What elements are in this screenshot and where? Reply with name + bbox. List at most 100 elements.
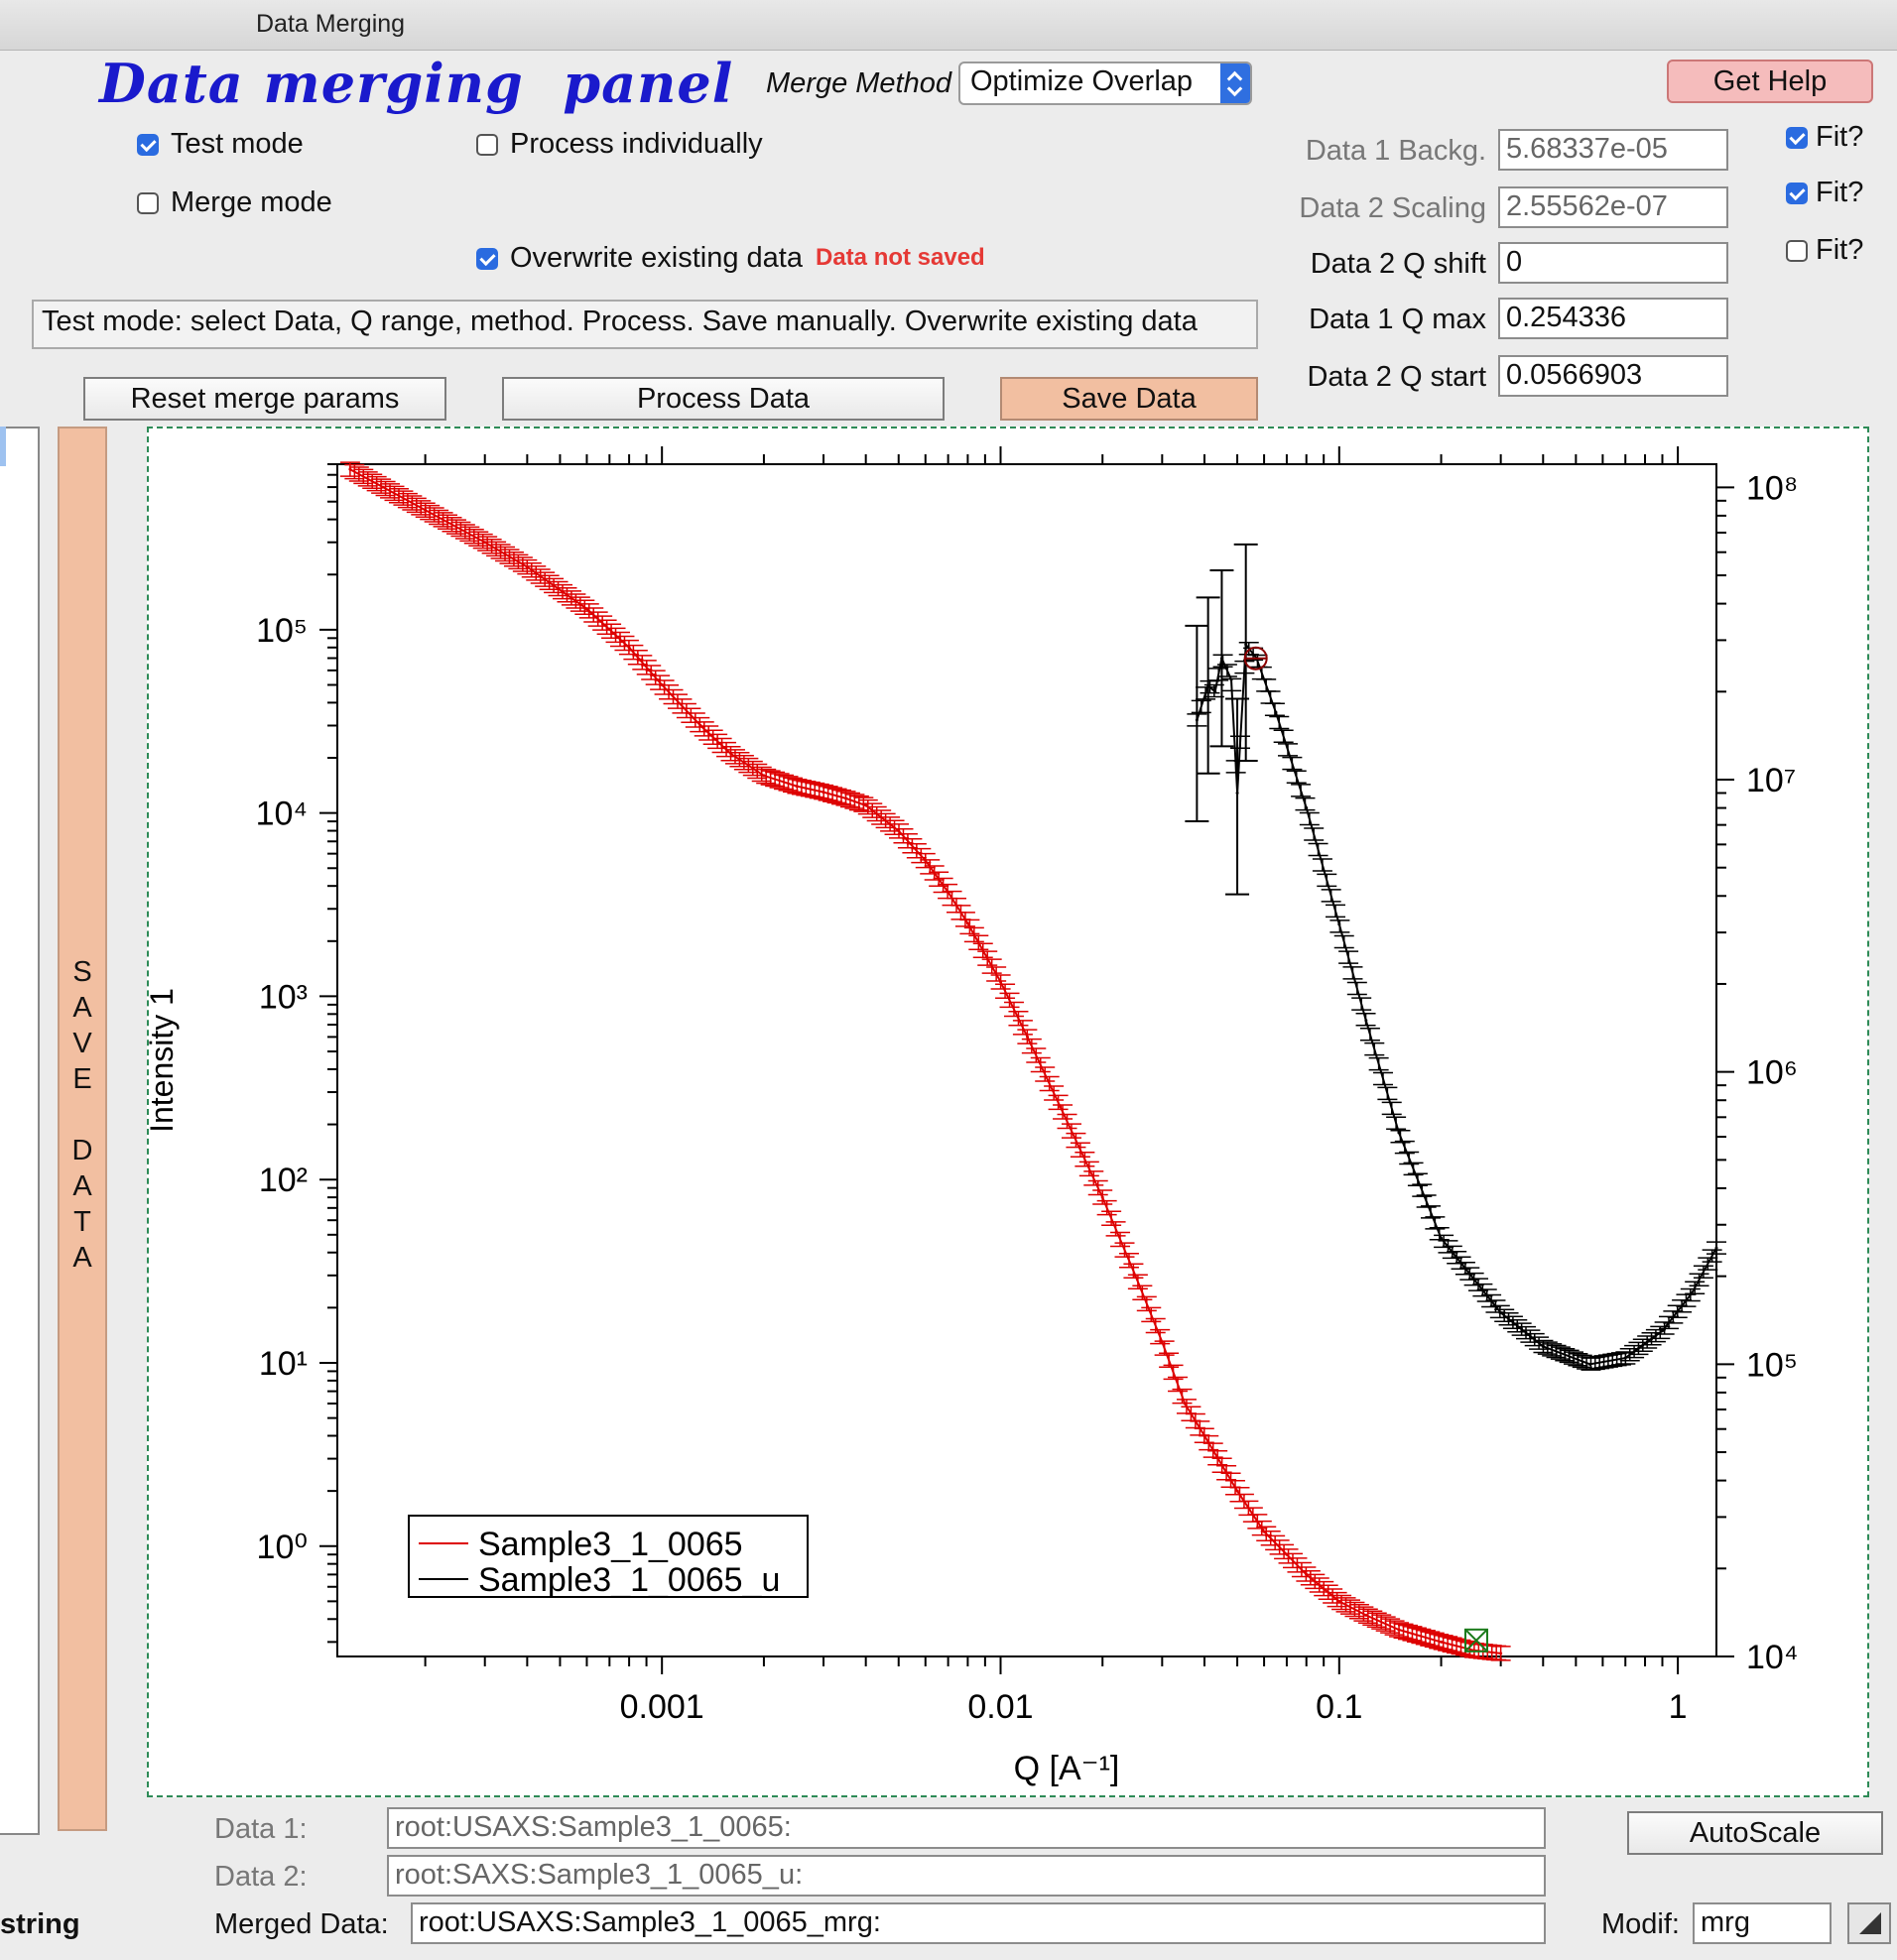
data-point	[1714, 1246, 1718, 1250]
status-message: Test mode: select Data, Q range, method.…	[32, 300, 1258, 349]
data-point	[1364, 1613, 1368, 1617]
data-point	[1499, 1310, 1503, 1314]
data-point	[1305, 1572, 1309, 1576]
data1-backg-label: Data 1 Backg.	[1305, 135, 1486, 167]
data-list-panel[interactable]	[0, 427, 40, 1835]
autoscale-button[interactable]: AutoScale	[1627, 1811, 1883, 1855]
data-point	[897, 829, 901, 833]
window-title: Data Merging	[256, 10, 406, 38]
data-point	[348, 467, 352, 471]
data-point	[584, 607, 588, 611]
save-side-letter: T	[73, 1206, 91, 1238]
y-left-tick-label: 10⁰	[257, 1529, 308, 1566]
data-point	[1059, 1105, 1063, 1109]
merged-data-field[interactable]: root:USAXS:Sample3_1_0065_mrg:	[411, 1902, 1546, 1944]
y-left-tick-label: 10⁵	[256, 612, 308, 650]
data1-backg-field[interactable]: 5.68337e-05	[1498, 129, 1728, 171]
merge-mode-label: Merge mode	[171, 186, 332, 218]
data-point	[1160, 1340, 1164, 1344]
data-point	[1587, 1362, 1591, 1366]
data2-qshift-field[interactable]: 0	[1498, 242, 1728, 284]
y-left-tick-label: 10¹	[259, 1345, 308, 1383]
data-point	[947, 890, 950, 894]
y-right-tick-label: 10⁸	[1746, 469, 1798, 507]
x-tick-label: 0.1	[1316, 1688, 1362, 1726]
data-point	[1660, 1329, 1664, 1333]
save-data-button[interactable]: Save Data	[1000, 377, 1258, 421]
merged-data-label: Merged Data:	[214, 1908, 389, 1940]
series-2	[1187, 641, 1726, 1371]
series-line	[349, 468, 1501, 1654]
data-point	[1026, 1035, 1030, 1039]
data-point	[822, 791, 825, 795]
data-point	[1440, 1640, 1444, 1644]
checkbox-checked-icon	[476, 248, 498, 270]
legend-box	[408, 1515, 809, 1598]
y-left-tick-label: 10⁴	[256, 796, 308, 833]
data-point	[1285, 1552, 1289, 1556]
y-right-tick-label: 10⁵	[1746, 1346, 1798, 1384]
plot-frame	[336, 463, 1717, 1657]
data-point	[1229, 677, 1233, 681]
data2-path-field[interactable]: root:SAXS:Sample3_1_0065_u:	[387, 1855, 1546, 1897]
modif-field[interactable]: mrg	[1693, 1902, 1832, 1944]
data1-qmax-field[interactable]: 0.254336	[1498, 298, 1728, 339]
x-axis-label: Q [A⁻¹]	[1014, 1750, 1120, 1787]
cursor-b-marker	[1463, 1628, 1488, 1653]
y-right-tick-label: 10⁷	[1746, 762, 1796, 799]
data1-label: Data 1:	[214, 1813, 308, 1845]
y-right-tick-label: 10⁶	[1746, 1054, 1798, 1092]
cursor-b-cross	[1464, 1629, 1488, 1653]
data-point	[483, 541, 487, 545]
merge-method-select[interactable]: Optimize Overlap	[958, 61, 1252, 105]
data-point	[762, 774, 766, 778]
get-help-button[interactable]: Get Help	[1667, 60, 1873, 103]
data2-label: Data 2:	[214, 1861, 308, 1893]
data-point	[1202, 1434, 1206, 1438]
data2-qstart-label: Data 2 Q start	[1307, 361, 1486, 393]
graph-area[interactable]: 0.001 0.01 0.1 1 10⁰ 10¹ 10² 10³ 10⁴ 10⁵ 10⁴ 10⁵ 10⁶…	[144, 427, 1869, 1797]
x-tick-label: 0.001	[620, 1688, 704, 1726]
save-side-letter	[60, 1097, 105, 1133]
data-point	[627, 646, 631, 650]
data-point	[1100, 1195, 1104, 1199]
data-point	[1499, 1652, 1503, 1655]
data-point	[1623, 1356, 1627, 1360]
data-point	[729, 752, 733, 756]
data-point	[1397, 1131, 1401, 1135]
legend-label: Sample3_1_0065	[478, 1526, 743, 1563]
left-panel-text-fragment: string	[0, 1908, 80, 1940]
data2-scaling-label: Data 2 Scaling	[1299, 192, 1486, 224]
data-point	[698, 723, 702, 727]
overwrite-label: Overwrite existing data	[510, 242, 803, 274]
data-point	[795, 785, 799, 789]
data-point	[1541, 1344, 1545, 1348]
data1-path-field[interactable]: root:USAXS:Sample3_1_0065:	[387, 1807, 1546, 1849]
save-side-letter: D	[71, 1135, 93, 1166]
process-individually-label: Process individually	[510, 128, 763, 160]
checkbox-unchecked-icon	[137, 192, 159, 214]
data2-scaling-field[interactable]: 2.55562e-07	[1498, 186, 1728, 228]
data-point	[864, 803, 868, 807]
panel-heading: Data merging panel	[99, 52, 734, 115]
data-point	[998, 980, 1002, 984]
save-side-letter: V	[72, 1028, 92, 1059]
data2-qstart-field[interactable]: 0.0566903	[1498, 355, 1728, 397]
data-point	[1364, 1019, 1368, 1023]
data-point	[1690, 1291, 1694, 1295]
reset-merge-params-button[interactable]: Reset merge params	[83, 377, 446, 421]
y-axis-label: Intensity 1	[149, 988, 180, 1133]
save-side-letter: A	[72, 1242, 92, 1274]
window-title-bar: Data Merging	[0, 0, 1897, 51]
data-point	[1305, 806, 1309, 810]
save-side-letter: A	[72, 992, 92, 1024]
data-point	[1274, 710, 1278, 714]
data-point	[1337, 1599, 1341, 1603]
resize-grip-icon[interactable]	[1847, 1902, 1891, 1944]
data-point	[1337, 922, 1341, 926]
process-data-button[interactable]: Process Data	[502, 377, 945, 421]
data-point	[660, 682, 664, 686]
